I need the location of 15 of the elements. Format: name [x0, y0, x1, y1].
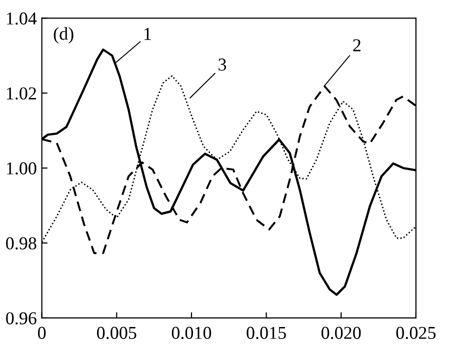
- x-tick-label: 0.010: [172, 326, 212, 340]
- y-tick-label: 0.98: [6, 237, 36, 250]
- x-tick-label: 0.020: [322, 326, 361, 340]
- x-tick-label: 0.015: [246, 326, 286, 340]
- annotation: 3: [218, 58, 226, 71]
- x-tick-label: 0.005: [97, 326, 136, 340]
- y-tick-label: 0.96: [6, 312, 36, 324]
- annotation: (d): [54, 27, 74, 44]
- annotation: 2: [353, 39, 360, 52]
- y-tick-label: 1.00: [6, 162, 36, 175]
- x-tick-label: 0: [38, 326, 46, 339]
- annotation: 1: [144, 28, 151, 40]
- y-tick-label: 1.04: [6, 12, 37, 25]
- y-tick-label: 1.02: [6, 87, 36, 100]
- x-tick-label: 0.025: [396, 326, 436, 340]
